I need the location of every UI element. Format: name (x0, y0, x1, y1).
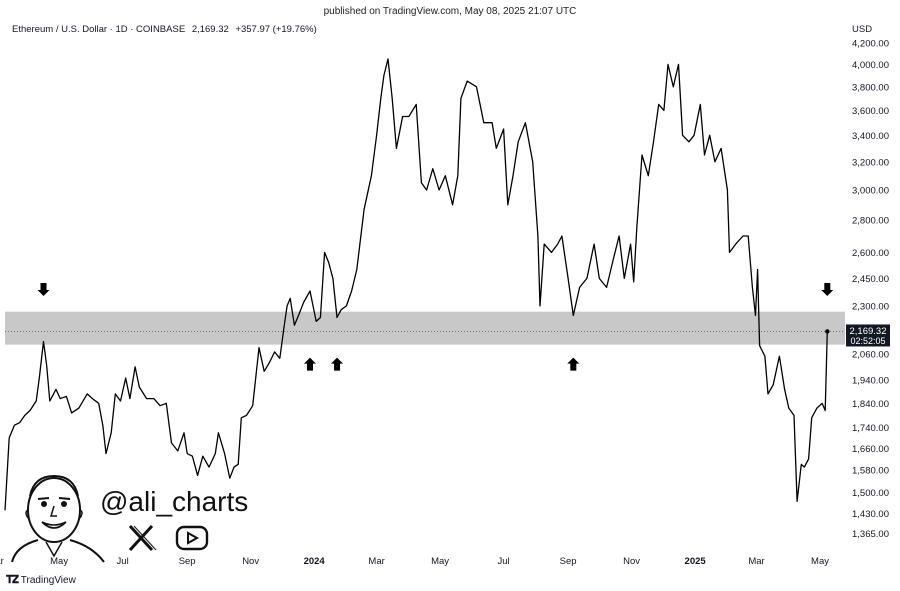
y-tick-label: 2,600.00 (852, 248, 889, 259)
y-tick-label: 1,660.00 (852, 444, 889, 455)
x-tick-label: Nov (623, 556, 640, 567)
y-tick-label: 1,580.00 (852, 465, 889, 476)
x-logo-icon[interactable] (128, 524, 157, 552)
price-series-line (4, 58, 828, 511)
y-tick-label: 3,400.00 (852, 131, 889, 142)
symbol-legend: Ethereum / U.S. Dollar · 1D · COINBASE 2… (12, 24, 321, 35)
arrow-up-marker (303, 357, 316, 371)
x-tick-label: Sep (179, 556, 196, 567)
x-tick-label: May (431, 556, 449, 567)
y-tick-label: 2,450.00 (852, 274, 889, 285)
x-tick-label: Mar (748, 556, 764, 567)
y-tick-label: 4,200.00 (852, 39, 889, 50)
tradingview-brand-label: TradingView (20, 575, 76, 586)
symbol-name[interactable]: Ethereum / U.S. Dollar · 1D · COINBASE (12, 24, 186, 35)
x-tick-label: Sep (560, 556, 577, 567)
arrow-up-marker (331, 357, 344, 371)
y-tick-label: 4,000.00 (852, 60, 889, 71)
arrow-down-marker (37, 283, 50, 297)
x-tick-label: Jul (117, 556, 129, 567)
y-tick-label: 1,500.00 (852, 488, 889, 499)
y-tick-label: 2,060.00 (852, 350, 889, 361)
last-price-value: 2,169.32 (191, 24, 229, 35)
published-note: published on TradingView.com, May 08, 20… (323, 6, 577, 17)
arrow-down-marker (821, 283, 834, 297)
support-zone (5, 311, 845, 345)
y-tick-label: 2,800.00 (852, 216, 889, 227)
price-axis: 4,200.00 4,000.00 3,800.00 3,600.00 3,400.00… (852, 39, 889, 541)
y-tick-label: 3,600.00 (852, 106, 889, 117)
x-tick-label: May (50, 556, 68, 567)
y-tick-label: 2,300.00 (852, 301, 889, 312)
tradingview-brand[interactable]: 𝐓𝐙 TradingView (6, 574, 76, 587)
y-tick-label: 1,940.00 (852, 376, 889, 387)
currency-label[interactable]: USD (852, 24, 873, 35)
y-tick-label: 1,740.00 (852, 423, 889, 434)
x-tick-label: Mar (368, 556, 384, 567)
x-tick-label: Nov (242, 556, 259, 567)
price-label-countdown: 02:52:05 (850, 336, 885, 346)
x-tick-label: 2024 (304, 556, 326, 567)
price-label-value: 2,169.32 (850, 326, 887, 337)
x-tick-label: 2025 (685, 556, 707, 567)
price-change-value: +357.97 (+19.76%) (235, 24, 317, 35)
x-tick-label: Jul (498, 556, 510, 567)
time-axis: Mar May Jul Sep Nov 2024 Mar May Jul Sep Nov 2025 Ma… (0, 556, 829, 567)
y-tick-label: 3,000.00 (852, 185, 889, 196)
arrow-up-marker (567, 357, 580, 371)
y-tick-label: 1,430.00 (852, 509, 889, 520)
tradingview-logo-icon: 𝐓𝐙 (6, 574, 19, 586)
x-tick-label: Mar (0, 556, 4, 567)
avatar-illustration (11, 474, 105, 563)
y-tick-label: 1,365.00 (852, 529, 889, 540)
y-tick-label: 1,840.00 (852, 399, 889, 410)
y-tick-label: 3,200.00 (852, 157, 889, 168)
x-tick-label: May (811, 556, 829, 567)
watermark-handle: @ali_charts (100, 486, 249, 517)
youtube-icon[interactable] (175, 525, 209, 551)
last-price-point (825, 329, 830, 334)
y-tick-label: 3,800.00 (852, 82, 889, 93)
price-label-box (846, 324, 890, 347)
